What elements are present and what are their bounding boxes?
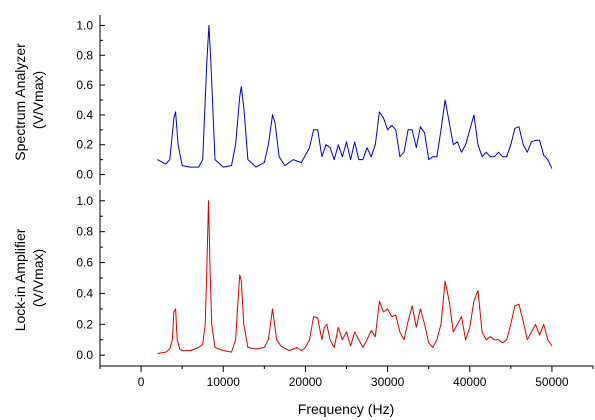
top-panel-y-ticks: 0.0 0.2 0.4 0.6 0.8 1.0 [76, 18, 105, 182]
y-tick-label: 0.6 [76, 256, 93, 270]
x-tick-label: 20000 [289, 375, 323, 389]
top-panel-y-axis-title: Spectrum Analyzer (V/Vmax) [12, 39, 46, 160]
spectrum-analyzer-panel: 0.0 0.2 0.4 0.6 0.8 1.0 Spectrum Analyzer (V/… [12, 15, 553, 185]
y-tick-label: 0.4 [76, 108, 93, 122]
y-tick-label: 1.0 [76, 18, 93, 32]
x-tick-label: 50000 [535, 375, 569, 389]
y-tick-label: 0.0 [76, 348, 93, 362]
bottom-panel-y-axis-title-line-2: (V/Vmax) [30, 249, 46, 307]
y-tick-label: 0.8 [76, 225, 93, 239]
lock-in-amplifier-panel: 0.0 0.2 0.4 0.6 0.8 1.0 Lock-in Amplifier (V/… [12, 190, 553, 366]
spectrum-analyzer-series-line [157, 24, 553, 169]
lock-in-amplifier-series-line [157, 200, 553, 355]
x-axis-ticks: 0 10000 20000 30000 40000 50000 [99, 366, 594, 389]
y-tick-label: 0.2 [76, 317, 93, 331]
x-tick-label: 30000 [371, 375, 405, 389]
x-axis: 0 10000 20000 30000 40000 50000 Frequency (Hz… [99, 365, 594, 417]
x-tick-label: 10000 [207, 375, 241, 389]
y-tick-label: 1.0 [76, 194, 93, 208]
bottom-panel-y-axis-title-line-1: Lock-in Amplifier [12, 228, 28, 331]
bottom-panel-y-axis-title: Lock-in Amplifier (V/Vmax) [12, 225, 46, 332]
x-axis-title: Frequency (Hz) [298, 401, 394, 417]
y-tick-label: 0.2 [76, 138, 93, 152]
bottom-panel-y-ticks: 0.0 0.2 0.4 0.6 0.8 1.0 [76, 194, 105, 362]
y-tick-label: 0.8 [76, 48, 93, 62]
y-tick-label: 0.4 [76, 286, 93, 300]
y-tick-label: 0.6 [76, 78, 93, 92]
top-panel-y-axis-title-line-1: Spectrum Analyzer [12, 43, 28, 161]
x-tick-label: 0 [138, 375, 145, 389]
x-tick-label: 40000 [453, 375, 487, 389]
y-tick-label: 0.0 [76, 168, 93, 182]
top-panel-y-axis-title-line-2: (V/Vmax) [30, 71, 46, 129]
